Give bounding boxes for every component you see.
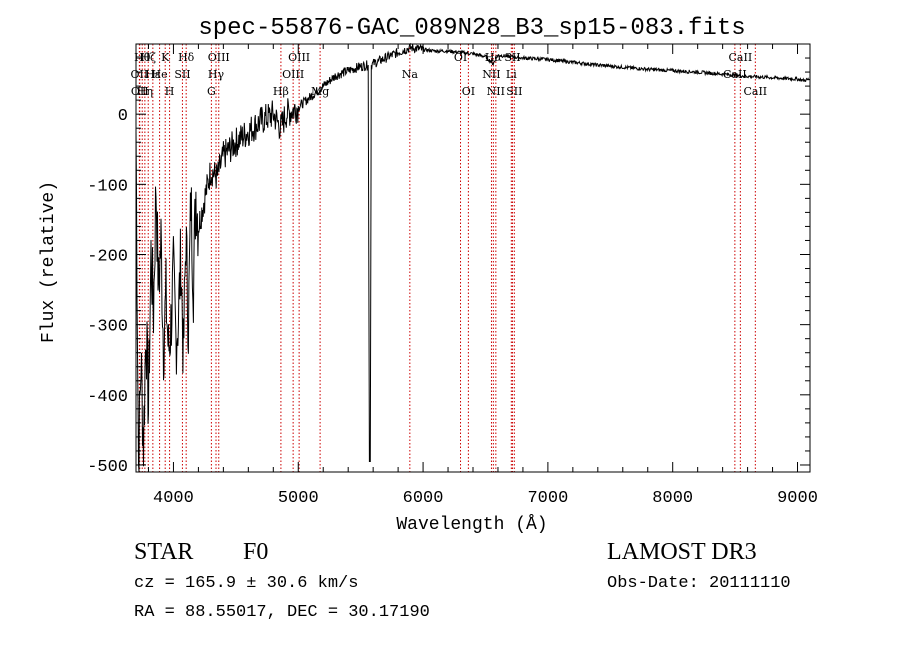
y-tick-label: -100 — [87, 177, 128, 196]
line-label: SII — [506, 85, 522, 98]
line-label: SII — [174, 68, 190, 81]
line-label: Hη — [137, 85, 153, 98]
x-tick-label: 7000 — [527, 489, 568, 508]
line-label: OIII — [282, 68, 304, 81]
flux-series-line — [135, 42, 811, 473]
x-tick-label: 9000 — [777, 489, 818, 508]
survey-name: LAMOST DR3 — [607, 539, 757, 565]
line-label: CaII — [743, 85, 767, 98]
x-tick-label: 6000 — [403, 489, 444, 508]
chart-title: spec-55876-GAC_089N28_B3_sp15-083.fits — [198, 15, 745, 42]
line-label: OIII — [208, 51, 230, 64]
line-label: OII — [131, 85, 149, 98]
x-axis-label: Wavelength (Å) — [396, 514, 547, 535]
line-label: OIII — [288, 51, 310, 64]
x-tick-label: 8000 — [652, 489, 693, 508]
line-label: Hβ — [273, 85, 289, 98]
redshift-velocity: cz = 165.9 ± 30.6 km/s — [134, 574, 359, 593]
line-label: OI — [454, 51, 467, 64]
line-label: NII — [482, 68, 500, 81]
y-axis-label: Flux (relative) — [39, 181, 59, 343]
y-tick-label: 0 — [118, 107, 128, 126]
y-axis-ticks: 0 -100 -200 -300 -400 -500 — [87, 57, 810, 477]
line-label: Hδ — [178, 51, 195, 64]
object-subclass: F0 — [243, 539, 269, 565]
x-axis-ticks: 4000 5000 6000 7000 8000 9000 — [147, 44, 818, 508]
line-label: Hζ — [140, 51, 156, 64]
line-label: Hθ — [134, 51, 151, 64]
y-tick-label: -400 — [87, 388, 128, 407]
line-label: Hε — [145, 68, 161, 81]
y-tick-label: -500 — [87, 458, 128, 477]
line-label: NII — [487, 85, 505, 98]
line-label: K — [161, 51, 170, 64]
line-label: CaII — [729, 51, 753, 64]
y-tick-label: -200 — [87, 247, 128, 266]
line-label: Hγ — [208, 68, 225, 81]
line-label: G — [207, 85, 216, 98]
observation-date: Obs-Date: 20111110 — [607, 574, 791, 593]
line-label: OII — [131, 68, 149, 81]
spectral-line-markers — [138, 44, 756, 472]
sky-coordinates: RA = 88.55017, DEC = 30.17190 — [134, 603, 430, 622]
line-label: OI — [462, 85, 475, 98]
x-tick-label: 5000 — [278, 489, 319, 508]
line-label: H — [165, 85, 175, 98]
object-class: STAR — [134, 539, 194, 565]
line-label: Na — [402, 68, 419, 81]
x-tick-label: 4000 — [153, 489, 194, 508]
line-label: Li — [506, 68, 517, 81]
plot-frame — [135, 43, 811, 473]
y-tick-label: -300 — [87, 318, 128, 337]
line-label: He — [152, 68, 168, 81]
